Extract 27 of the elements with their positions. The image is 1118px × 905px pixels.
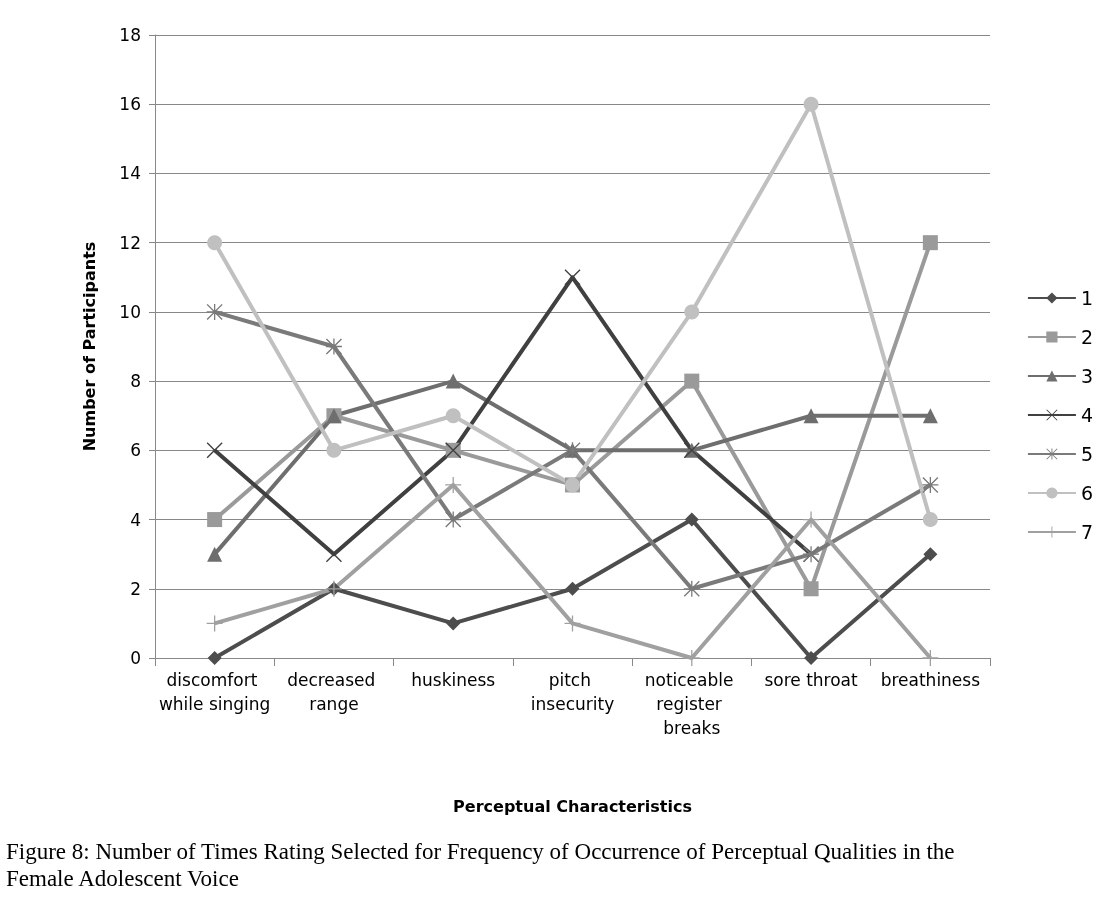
y-axis-title: Number of Participants <box>79 241 99 452</box>
y-tick-label: 10 <box>119 301 141 322</box>
x-tick-label: huskiness <box>411 670 496 690</box>
legend-label: 4 <box>1080 404 1094 426</box>
caption: Figure 8: Number of Times Rating Selected for Frequency of Occurrence of Perceptual Qualities in the Female Adolescent Voice <box>6 838 956 892</box>
legend-label: 2 <box>1080 326 1094 348</box>
x-tick-label: sore throat <box>764 670 859 690</box>
legend-label: 3 <box>1080 365 1094 387</box>
y-tick-label: 0 <box>130 648 141 668</box>
x-tick-label: discomfort while singing <box>158 670 271 714</box>
legend-label: 1 <box>1080 287 1094 309</box>
legend-label: 7 <box>1080 521 1094 543</box>
x-tick-label: breathiness <box>880 670 981 690</box>
x-tick-label: noticeable register breaks <box>644 670 739 738</box>
y-tick-label: 18 <box>119 25 141 45</box>
legend-label: 5 <box>1080 443 1094 465</box>
y-tick-label: 2 <box>130 578 141 599</box>
y-tick-label: 6 <box>130 440 141 461</box>
x-axis-title: Perceptual Characteristics <box>453 796 692 816</box>
y-tick-label: 4 <box>130 509 141 530</box>
x-tick-label: pitch insecurity <box>530 670 615 714</box>
y-tick-label: 8 <box>130 371 141 392</box>
y-tick-label: 16 <box>119 94 141 115</box>
legend-label: 6 <box>1080 482 1094 504</box>
y-tick-label: 14 <box>119 163 141 184</box>
x-tick-label: decreased range <box>287 670 381 714</box>
y-tick-label: 12 <box>119 232 141 253</box>
